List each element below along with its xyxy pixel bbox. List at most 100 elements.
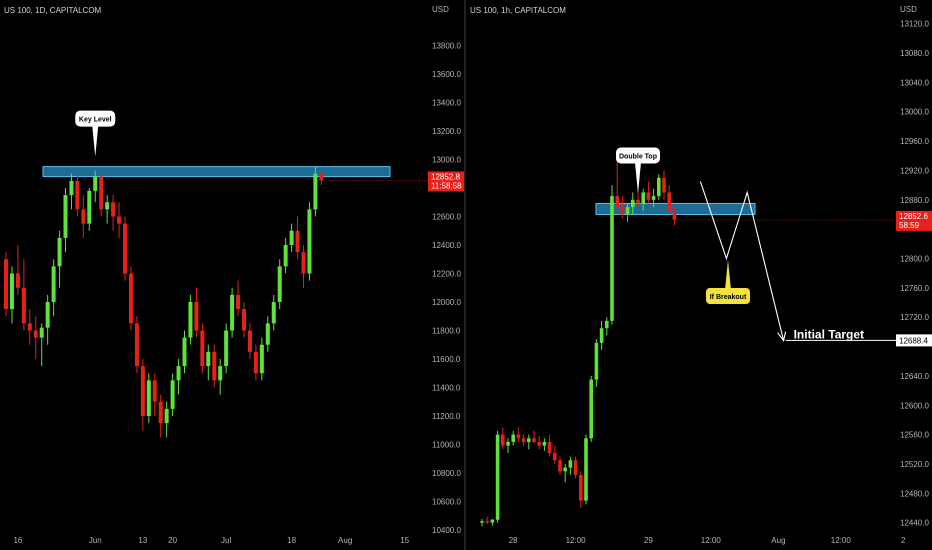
candle[interactable] xyxy=(553,445,557,464)
candle[interactable] xyxy=(111,195,116,231)
callout-label[interactable]: Key Level xyxy=(75,110,116,157)
candle[interactable] xyxy=(9,266,14,324)
candle[interactable] xyxy=(537,436,541,450)
candle[interactable] xyxy=(105,195,110,224)
right-chart-canvas[interactable]: USD 13120.0 13080.0 13040.0 13000.0 12960.0 12… xyxy=(466,0,932,550)
candle[interactable] xyxy=(176,359,181,395)
candle[interactable] xyxy=(170,373,175,416)
candle[interactable] xyxy=(87,188,92,231)
candle[interactable] xyxy=(45,294,50,345)
candle[interactable] xyxy=(610,185,614,325)
candle[interactable] xyxy=(230,287,235,338)
candle[interactable] xyxy=(158,394,163,438)
candle[interactable] xyxy=(301,245,306,288)
candle[interactable] xyxy=(152,373,157,416)
candle[interactable] xyxy=(15,245,20,295)
candle[interactable] xyxy=(164,401,169,438)
candle[interactable] xyxy=(218,359,223,395)
candle[interactable] xyxy=(21,259,26,331)
candle[interactable] xyxy=(573,456,578,479)
candle[interactable] xyxy=(277,259,282,310)
candle[interactable] xyxy=(212,344,217,388)
support-resistance-zone[interactable] xyxy=(42,166,391,178)
candle[interactable] xyxy=(532,430,536,444)
candle[interactable] xyxy=(313,166,318,217)
candle[interactable] xyxy=(672,207,677,226)
candle[interactable] xyxy=(579,471,583,508)
candle[interactable] xyxy=(547,434,552,457)
candle[interactable] xyxy=(615,159,619,215)
candle[interactable] xyxy=(289,223,294,253)
candle[interactable] xyxy=(146,373,151,424)
candle[interactable] xyxy=(589,375,593,442)
candle[interactable] xyxy=(568,456,573,475)
candle[interactable] xyxy=(75,173,80,217)
candle[interactable] xyxy=(506,438,510,453)
candle[interactable] xyxy=(490,518,495,526)
candle[interactable] xyxy=(134,316,139,374)
candle[interactable] xyxy=(4,252,8,317)
candle[interactable] xyxy=(206,344,211,381)
candle[interactable] xyxy=(558,456,562,475)
candle[interactable] xyxy=(123,216,127,281)
candle[interactable] xyxy=(542,438,547,451)
candle[interactable] xyxy=(646,181,651,204)
candle[interactable] xyxy=(307,202,312,281)
candle[interactable] xyxy=(51,259,56,317)
candle[interactable] xyxy=(57,230,62,288)
candle[interactable] xyxy=(224,323,229,374)
candle[interactable] xyxy=(511,430,515,446)
candle[interactable] xyxy=(200,323,205,374)
candle[interactable] xyxy=(641,188,645,211)
candle[interactable] xyxy=(620,196,625,219)
candle[interactable] xyxy=(625,203,630,222)
candle[interactable] xyxy=(259,337,264,381)
candle[interactable] xyxy=(319,169,324,186)
candle[interactable] xyxy=(99,173,104,217)
candle[interactable] xyxy=(584,434,588,505)
candle[interactable] xyxy=(599,320,604,351)
candle[interactable] xyxy=(27,309,32,345)
candle[interactable] xyxy=(651,188,656,208)
y-axis[interactable]: USD 13120.0 13080.0 13040.0 13000.0 12960.0 12… xyxy=(900,5,929,528)
candle[interactable] xyxy=(247,323,252,359)
projection-path[interactable] xyxy=(699,181,785,341)
candle[interactable] xyxy=(63,188,68,253)
candle[interactable] xyxy=(253,344,258,381)
candle[interactable] xyxy=(39,323,44,367)
candle[interactable] xyxy=(501,427,505,450)
candle[interactable] xyxy=(662,170,666,200)
candle[interactable] xyxy=(140,359,145,431)
candle[interactable] xyxy=(194,287,199,338)
candle[interactable] xyxy=(667,185,671,215)
candle[interactable] xyxy=(69,173,74,210)
candle[interactable] xyxy=(182,330,187,374)
candle[interactable] xyxy=(631,192,635,215)
left-chart-canvas[interactable]: USD 13800.0 13600.0 13400.0 13200.0 13000.0 12… xyxy=(0,0,466,550)
candle[interactable] xyxy=(480,518,484,527)
candle[interactable] xyxy=(81,195,86,238)
candle[interactable] xyxy=(516,427,521,442)
candle[interactable] xyxy=(242,302,246,338)
breakout-callout[interactable]: If Breakout xyxy=(706,260,750,304)
candle[interactable] xyxy=(271,294,276,331)
right-chart-panel[interactable]: USD 13120.0 13080.0 13040.0 13000.0 12960.0 12… xyxy=(466,0,932,550)
panel-divider[interactable] xyxy=(464,0,466,550)
candle[interactable] xyxy=(295,216,300,260)
candle[interactable] xyxy=(594,339,599,387)
candle[interactable] xyxy=(33,316,38,359)
candle[interactable] xyxy=(265,316,270,352)
candle[interactable] xyxy=(495,430,500,523)
y-axis[interactable]: USD 13800.0 13600.0 13400.0 13200.0 13000.0 12… xyxy=(432,5,461,535)
candle[interactable] xyxy=(521,434,526,446)
candle[interactable] xyxy=(188,294,193,345)
x-axis[interactable]: 28 12:00 29 12:00 Aug 12:00 2 xyxy=(509,536,906,545)
candle[interactable] xyxy=(563,463,567,483)
candle[interactable] xyxy=(527,434,531,450)
left-chart-panel[interactable]: USD 13800.0 13600.0 13400.0 13200.0 13000.0 12… xyxy=(0,0,466,550)
candle[interactable] xyxy=(605,317,609,336)
candle[interactable] xyxy=(128,266,133,331)
x-axis[interactable]: 16 Jun 13 20 Jul 18 Aug 15 xyxy=(13,536,409,545)
callout-label[interactable]: Double Top xyxy=(616,147,660,194)
candle[interactable] xyxy=(236,280,241,317)
